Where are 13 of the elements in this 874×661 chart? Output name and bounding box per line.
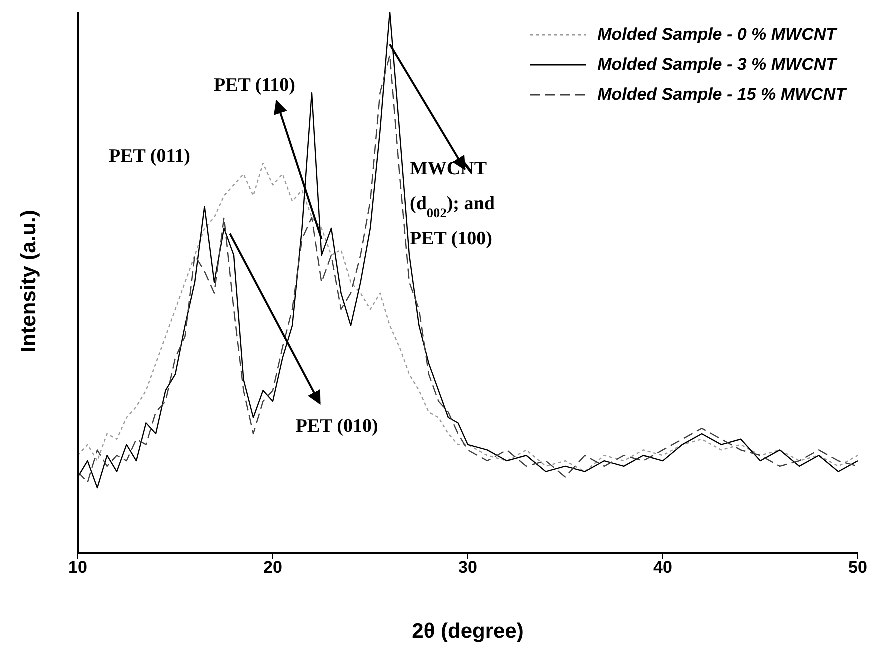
x-tick-label: 30 bbox=[458, 558, 478, 578]
annotation: PET (011) bbox=[109, 146, 190, 167]
y-axis-title: Intensity (a.u.) bbox=[17, 210, 40, 352]
x-tick-label: 40 bbox=[654, 558, 672, 578]
legend-label: Molded Sample - 3 % MWCNT bbox=[598, 55, 837, 75]
x-axis-title: 2θ (degree) bbox=[412, 620, 524, 643]
x-tick-label: 20 bbox=[264, 558, 282, 578]
legend-label: Molded Sample - 15 % MWCNT bbox=[598, 85, 846, 105]
x-tick-label: 50 bbox=[848, 558, 868, 578]
x-tick-label: 10 bbox=[68, 558, 88, 578]
annotation: PET (110) bbox=[214, 75, 296, 96]
annotation: PET (010) bbox=[296, 416, 378, 437]
legend-label: Molded Sample - 0 % MWCNT bbox=[598, 25, 837, 45]
